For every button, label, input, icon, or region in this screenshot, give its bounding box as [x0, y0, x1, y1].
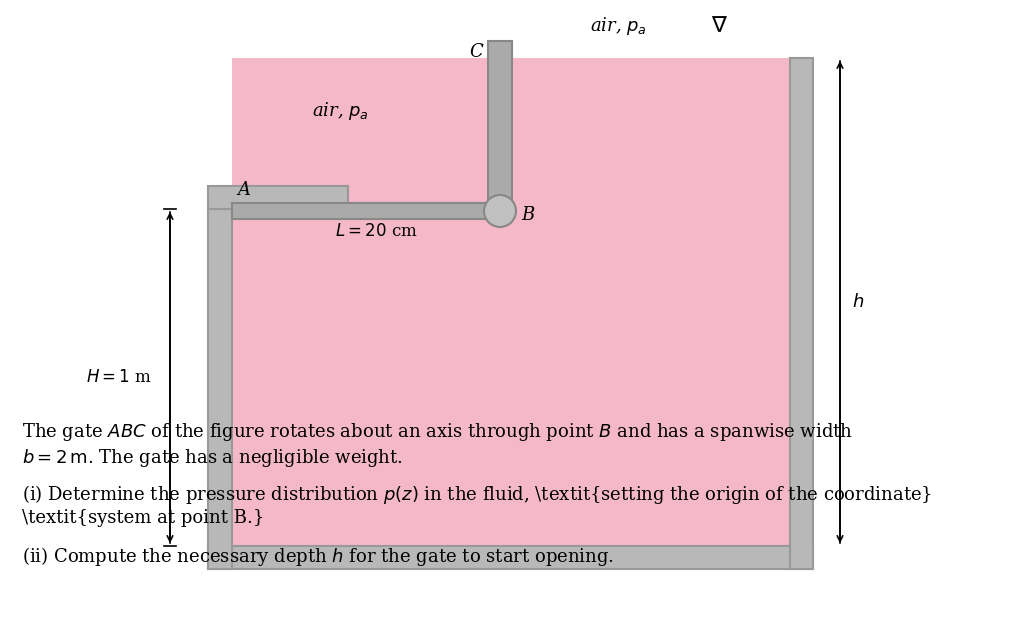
Text: $h$: $h$ — [852, 293, 864, 311]
Text: $H=1$ m: $H=1$ m — [86, 369, 152, 386]
Bar — [208, 186, 348, 209]
Bar — [790, 58, 813, 569]
Text: (ii) Compute the necessary depth $h$ for the gate to start opening.: (ii) Compute the necessary depth $h$ for… — [22, 545, 614, 568]
Text: A: A — [237, 181, 250, 199]
Text: (i) Determine the pressure distribution $p(z)$ in the fluid, \textit{setting the: (i) Determine the pressure distribution … — [22, 483, 932, 506]
Text: $\nabla$: $\nabla$ — [712, 15, 728, 37]
Bar — [208, 209, 232, 569]
Text: air, $p_a$: air, $p_a$ — [590, 15, 647, 37]
Text: \textit{system at point B.}: \textit{system at point B.} — [22, 509, 264, 527]
Text: The gate $\mathit{ABC}$ of the figure rotates about an axis through point $\math: The gate $\mathit{ABC}$ of the figure ro… — [22, 421, 853, 443]
Text: $L=20$ cm: $L=20$ cm — [335, 223, 418, 240]
Bar — [232, 203, 500, 219]
Bar — [232, 58, 790, 546]
Text: C: C — [469, 43, 483, 61]
Text: air, $p_a$: air, $p_a$ — [311, 100, 369, 122]
Circle shape — [484, 195, 516, 227]
Text: $b = 2\,\mathrm{m}$. The gate has a negligible weight.: $b = 2\,\mathrm{m}$. The gate has a negl… — [22, 447, 403, 469]
Text: B: B — [521, 206, 535, 224]
Bar — [208, 546, 813, 569]
Bar — [488, 41, 512, 211]
